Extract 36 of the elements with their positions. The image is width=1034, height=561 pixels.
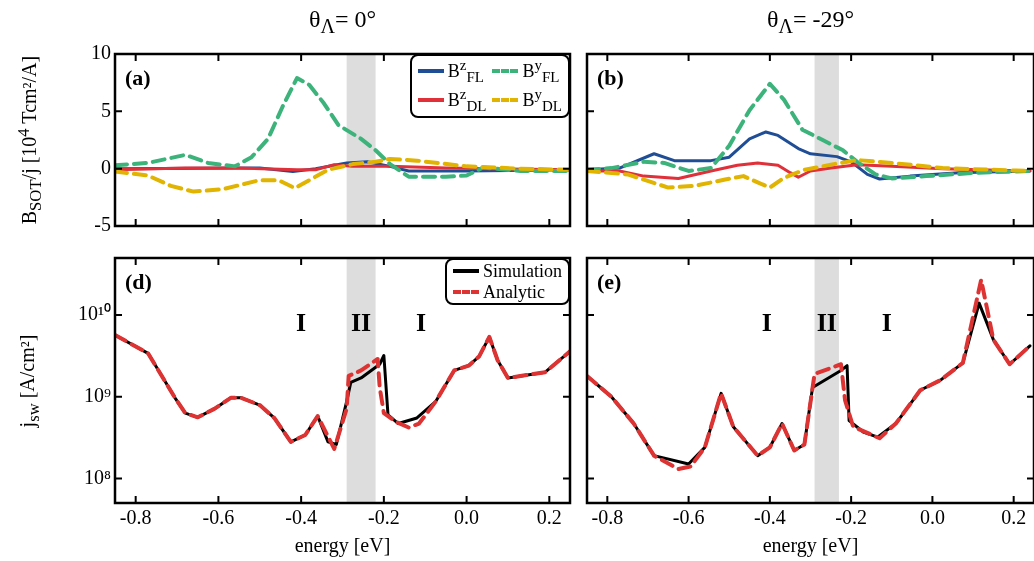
- y-tick-label: 0: [101, 155, 111, 178]
- chart-title: θ$_{Λ}$= 0°: [308, 6, 377, 38]
- annotation: I: [881, 307, 892, 337]
- annotation: (a): [125, 64, 151, 90]
- y-tick-label: -5: [94, 213, 111, 236]
- x-tick-label: -0.6: [202, 506, 235, 529]
- x-tick-label: -0.6: [672, 506, 705, 529]
- line-series: [115, 156, 570, 194]
- x-tick-label: 0.2: [1001, 506, 1027, 529]
- annotation: II: [816, 307, 837, 337]
- annotation: I: [761, 307, 772, 337]
- annotation: I: [296, 307, 307, 337]
- x-tick-label: 0.0: [919, 506, 945, 529]
- x-axis-title: energy [eV]: [762, 534, 859, 558]
- x-tick-label: -0.4: [754, 506, 786, 529]
- chart-title: θ$_{Λ}$= -29°: [766, 6, 855, 38]
- x-tick-label: -0.2: [368, 506, 400, 529]
- legend-label: Simulation: [482, 261, 562, 282]
- y-tick-label: 5: [101, 98, 111, 121]
- x-tick-label: -0.8: [591, 506, 624, 529]
- annotation: (e): [597, 268, 622, 294]
- x-tick-label: 0.2: [536, 506, 562, 529]
- y-tick-label: 10⁹: [84, 384, 112, 406]
- y-tick-label: 10: [91, 41, 111, 64]
- legend-label: Analytic: [482, 281, 545, 303]
- y-tick-label: 10¹⁰: [78, 302, 111, 325]
- x-tick-label: -0.8: [119, 506, 152, 529]
- x-tick-label: -0.2: [835, 506, 867, 529]
- y-tick-label: 10⁸: [84, 465, 112, 488]
- annotation: I: [416, 307, 427, 337]
- x-tick-label: 0.0: [454, 506, 480, 529]
- annotation: (d): [125, 268, 152, 294]
- x-axis-title: energy [eV]: [294, 534, 391, 558]
- annotation: (b): [597, 64, 624, 90]
- x-tick-label: -0.4: [285, 506, 317, 529]
- annotation: II: [350, 307, 372, 337]
